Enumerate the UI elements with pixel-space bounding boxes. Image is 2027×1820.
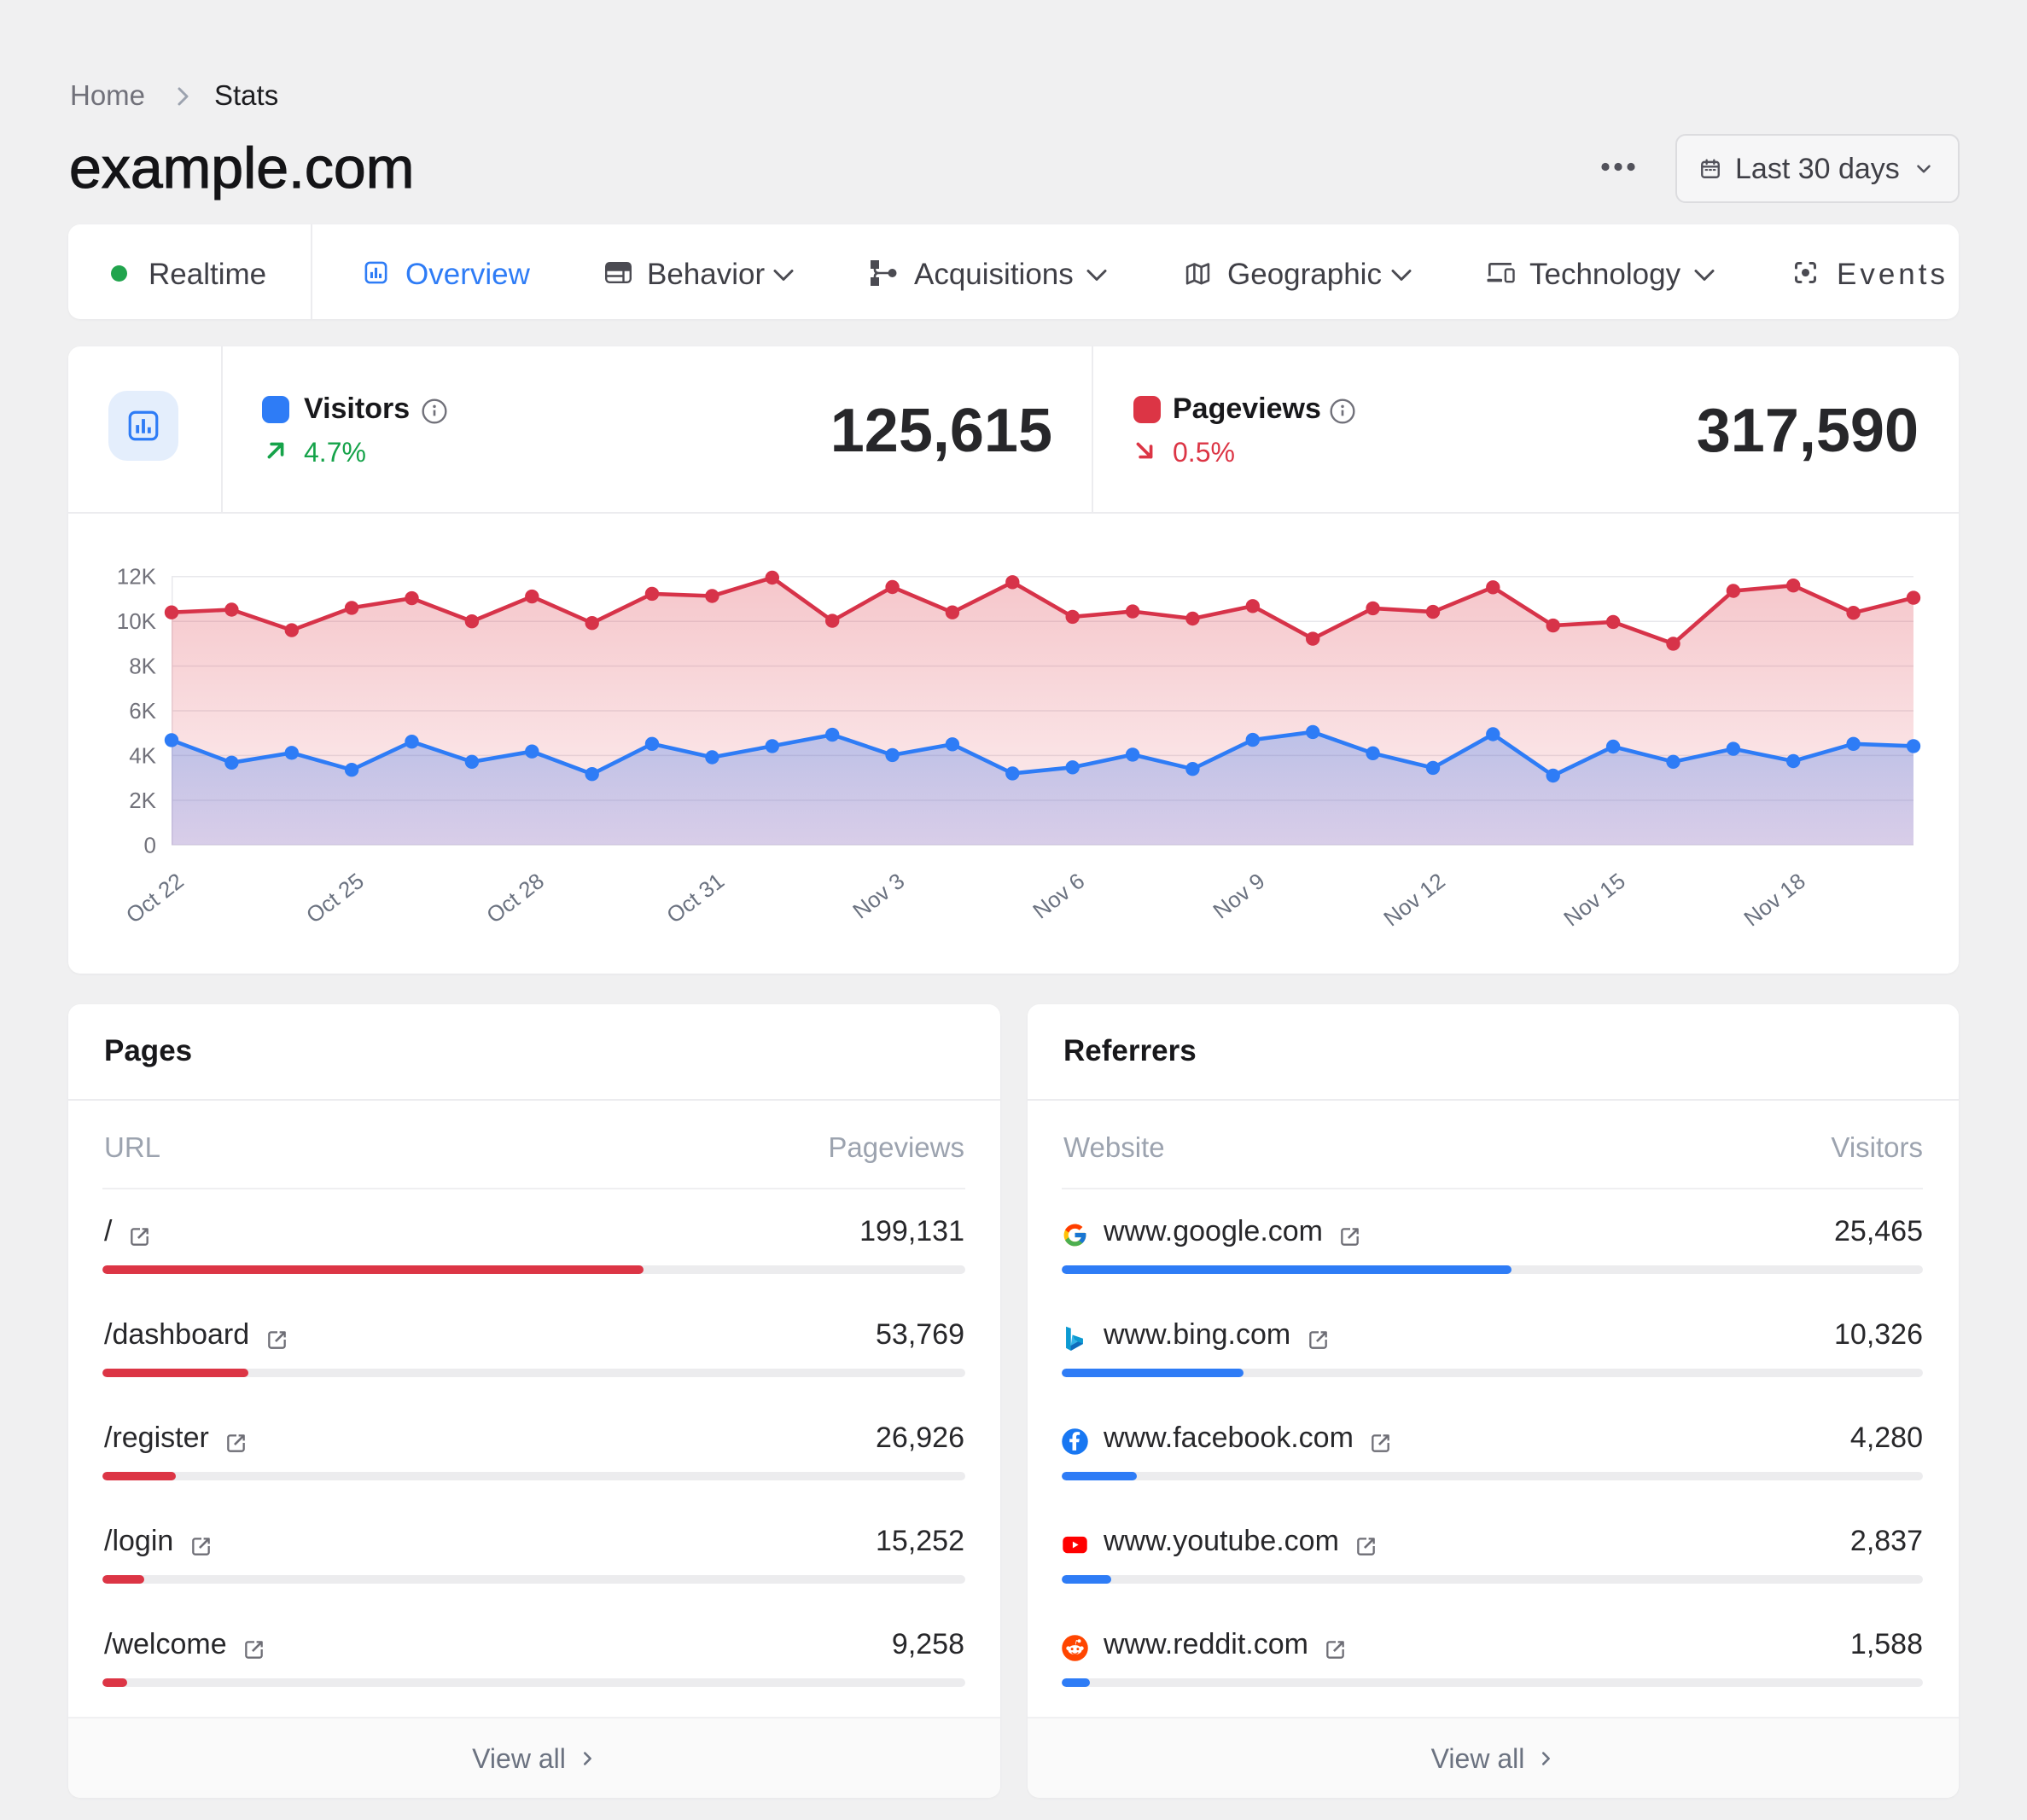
svg-text:0: 0 — [144, 832, 156, 858]
svg-text:Nov 6: Nov 6 — [1028, 868, 1089, 923]
svg-text:Nov 12: Nov 12 — [1378, 868, 1449, 931]
svg-text:6K: 6K — [129, 698, 156, 724]
svg-text:10K: 10K — [117, 608, 157, 634]
svg-text:Oct 28: Oct 28 — [481, 868, 549, 928]
svg-text:2K: 2K — [129, 788, 156, 813]
svg-text:12K: 12K — [117, 564, 157, 590]
svg-text:Nov 9: Nov 9 — [1209, 868, 1270, 923]
svg-text:Nov 15: Nov 15 — [1558, 868, 1629, 931]
svg-text:Oct 25: Oct 25 — [301, 868, 369, 928]
svg-text:4K: 4K — [129, 742, 156, 768]
svg-text:Oct 31: Oct 31 — [661, 868, 729, 928]
svg-text:8K: 8K — [129, 654, 156, 679]
svg-text:Oct 22: Oct 22 — [121, 868, 189, 928]
svg-text:Nov 3: Nov 3 — [847, 868, 909, 923]
svg-text:Nov 18: Nov 18 — [1739, 868, 1809, 931]
